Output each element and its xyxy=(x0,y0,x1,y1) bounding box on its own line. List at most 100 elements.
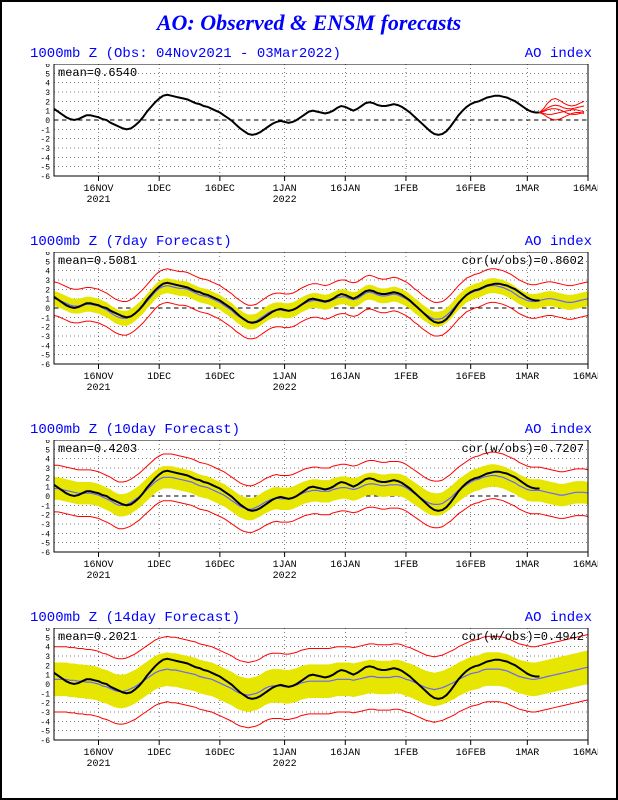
svg-text:-5: -5 xyxy=(40,728,50,737)
svg-text:2022: 2022 xyxy=(273,383,297,394)
svg-text:6: 6 xyxy=(45,64,50,70)
svg-text:1: 1 xyxy=(45,484,50,493)
svg-text:4: 4 xyxy=(45,456,50,465)
svg-text:1DEC: 1DEC xyxy=(147,184,171,195)
svg-text:16MAR: 16MAR xyxy=(573,372,598,383)
svg-text:2: 2 xyxy=(45,474,50,483)
panel-subtitle: 1000mb Z (7day Forecast) AO index xyxy=(24,234,598,250)
svg-text:-2: -2 xyxy=(40,136,50,145)
svg-text:1DEC: 1DEC xyxy=(147,372,171,383)
svg-text:16MAR: 16MAR xyxy=(573,748,598,759)
svg-text:0: 0 xyxy=(45,681,50,690)
svg-text:-3: -3 xyxy=(40,145,50,154)
svg-text:1JAN: 1JAN xyxy=(273,560,297,571)
svg-text:1JAN: 1JAN xyxy=(273,748,297,759)
svg-text:0: 0 xyxy=(45,305,50,314)
panel-subtitle-left: 1000mb Z (7day Forecast) xyxy=(30,234,232,250)
svg-text:2021: 2021 xyxy=(86,571,110,582)
svg-text:-5: -5 xyxy=(40,164,50,173)
svg-text:1: 1 xyxy=(45,108,50,117)
svg-text:-4: -4 xyxy=(40,718,50,727)
svg-text:0: 0 xyxy=(45,493,50,502)
svg-text:-6: -6 xyxy=(40,361,50,370)
svg-text:1JAN: 1JAN xyxy=(273,184,297,195)
svg-text:16DEC: 16DEC xyxy=(205,748,235,759)
svg-text:-5: -5 xyxy=(40,540,50,549)
panel-subtitle-right: AO index xyxy=(525,46,592,62)
svg-text:-1: -1 xyxy=(40,502,50,511)
panel-subtitle-right: AO index xyxy=(525,234,592,250)
svg-text:16NOV: 16NOV xyxy=(83,748,113,759)
svg-text:16JAN: 16JAN xyxy=(330,560,360,571)
svg-text:16MAR: 16MAR xyxy=(573,184,598,195)
svg-text:5: 5 xyxy=(45,446,50,455)
svg-text:16FEB: 16FEB xyxy=(456,748,486,759)
svg-text:-4: -4 xyxy=(40,342,50,351)
svg-text:2022: 2022 xyxy=(273,759,297,770)
panel-3: 1000mb Z (14day Forecast) AO index -6-5-4 -… xyxy=(24,610,598,780)
svg-text:16DEC: 16DEC xyxy=(205,372,235,383)
svg-text:2: 2 xyxy=(45,98,50,107)
chart-plot: -6-5-4-3-2-1012345616NOV20211DEC16DEC1JA… xyxy=(24,252,598,404)
svg-text:-5: -5 xyxy=(40,352,50,361)
svg-text:1FEB: 1FEB xyxy=(394,748,418,759)
svg-text:16DEC: 16DEC xyxy=(205,560,235,571)
panel-subtitle-left: 1000mb Z (10day Forecast) xyxy=(30,422,240,438)
svg-text:1FEB: 1FEB xyxy=(394,184,418,195)
svg-text:mean=0.2021: mean=0.2021 xyxy=(58,630,137,644)
svg-text:16NOV: 16NOV xyxy=(83,184,113,195)
panel-subtitle-right: AO index xyxy=(525,610,592,626)
svg-text:1DEC: 1DEC xyxy=(147,748,171,759)
svg-text:mean=0.5081: mean=0.5081 xyxy=(58,254,137,268)
svg-text:-4: -4 xyxy=(40,530,50,539)
svg-text:1JAN: 1JAN xyxy=(273,372,297,383)
svg-text:1: 1 xyxy=(45,672,50,681)
svg-text:mean=0.6540: mean=0.6540 xyxy=(58,66,137,80)
svg-text:1FEB: 1FEB xyxy=(394,560,418,571)
svg-text:3: 3 xyxy=(45,277,50,286)
svg-text:6: 6 xyxy=(45,440,50,446)
panel-subtitle-left: 1000mb Z (14day Forecast) xyxy=(30,610,240,626)
svg-text:-4: -4 xyxy=(40,154,50,163)
panel-subtitle: 1000mb Z (Obs: 04Nov2021 - 03Mar2022)AO … xyxy=(24,46,598,62)
svg-text:-6: -6 xyxy=(40,173,50,182)
panel-subtitle: 1000mb Z (14day Forecast) AO index xyxy=(24,610,598,626)
svg-text:1MAR: 1MAR xyxy=(515,184,539,195)
svg-text:1DEC: 1DEC xyxy=(147,560,171,571)
svg-text:16JAN: 16JAN xyxy=(330,372,360,383)
chart-plot: -6-5-4-3-2-1012345616NOV20211DEC16DEC1JA… xyxy=(24,440,598,592)
svg-text:6: 6 xyxy=(45,628,50,634)
svg-text:5: 5 xyxy=(45,634,50,643)
svg-text:3: 3 xyxy=(45,89,50,98)
svg-text:4: 4 xyxy=(45,644,50,653)
svg-text:-2: -2 xyxy=(40,512,50,521)
svg-text:1MAR: 1MAR xyxy=(515,372,539,383)
svg-text:-2: -2 xyxy=(40,700,50,709)
svg-text:1MAR: 1MAR xyxy=(515,560,539,571)
svg-text:-3: -3 xyxy=(40,521,50,530)
svg-text:1: 1 xyxy=(45,296,50,305)
svg-text:-1: -1 xyxy=(40,126,50,135)
chart-plot: -6-5-4-3-2-1012345616NOV20211DEC16DEC1JA… xyxy=(24,628,598,780)
svg-text:6: 6 xyxy=(45,252,50,258)
svg-text:0: 0 xyxy=(45,117,50,126)
chart-plot: -6-5-4-3-2-1012345616NOV20211DEC16DEC1JA… xyxy=(24,64,598,216)
svg-text:16NOV: 16NOV xyxy=(83,372,113,383)
svg-text:-6: -6 xyxy=(40,737,50,746)
panel-subtitle: 1000mb Z (10day Forecast) AO index xyxy=(24,422,598,438)
panel-2: 1000mb Z (10day Forecast)AO index-6-5-4-… xyxy=(24,422,598,592)
svg-text:2: 2 xyxy=(45,662,50,671)
svg-text:16JAN: 16JAN xyxy=(330,748,360,759)
svg-text:3: 3 xyxy=(45,465,50,474)
svg-text:3: 3 xyxy=(45,653,50,662)
svg-text:-2: -2 xyxy=(40,324,50,333)
panel-subtitle-right: AO index xyxy=(525,422,592,438)
svg-text:cor(w/obs)=0.7207: cor(w/obs)=0.7207 xyxy=(462,442,584,456)
svg-text:5: 5 xyxy=(45,70,50,79)
svg-text:mean=0.4203: mean=0.4203 xyxy=(58,442,137,456)
svg-text:1FEB: 1FEB xyxy=(394,372,418,383)
svg-text:-1: -1 xyxy=(40,314,50,323)
svg-text:16NOV: 16NOV xyxy=(83,560,113,571)
svg-text:16JAN: 16JAN xyxy=(330,184,360,195)
svg-text:16FEB: 16FEB xyxy=(456,560,486,571)
